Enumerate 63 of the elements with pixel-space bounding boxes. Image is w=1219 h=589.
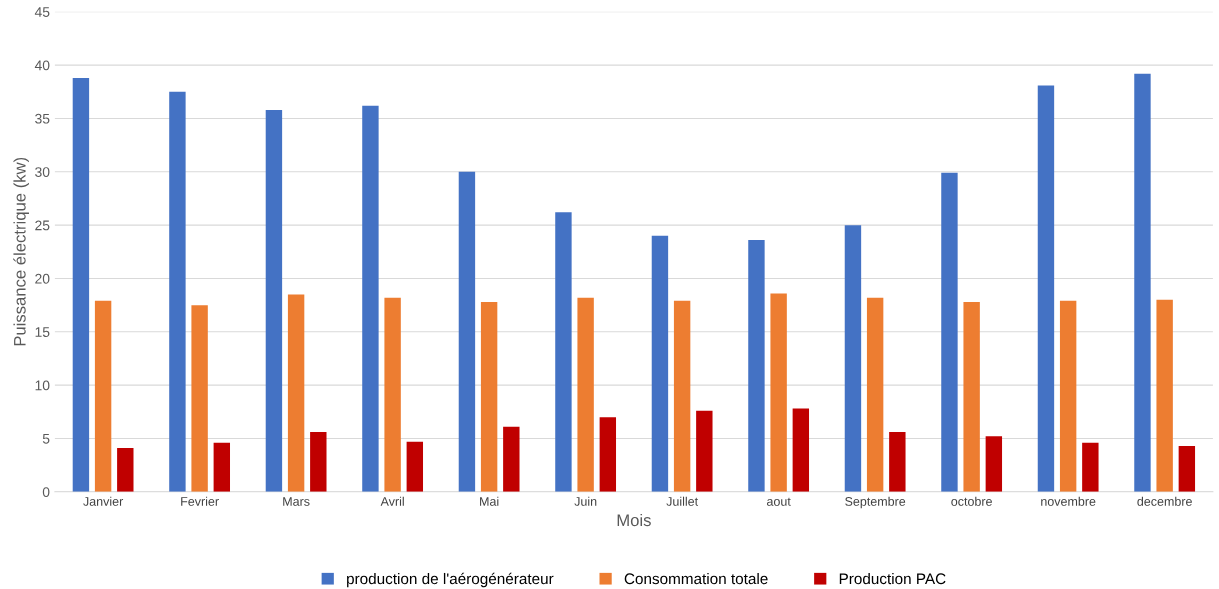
bar bbox=[72, 77, 90, 492]
bar bbox=[844, 225, 862, 492]
bar bbox=[94, 300, 112, 492]
y-tick-label: 5 bbox=[42, 433, 50, 444]
bar bbox=[117, 448, 134, 492]
bar bbox=[792, 408, 810, 492]
x-tick-label: decembre bbox=[1137, 496, 1192, 506]
x-tick-label: Janvier bbox=[83, 496, 124, 506]
bar bbox=[480, 301, 498, 492]
bar bbox=[191, 305, 208, 492]
bar bbox=[941, 172, 958, 492]
bar bbox=[651, 235, 669, 492]
legend-label: production de l'aérogénérateur bbox=[347, 572, 554, 588]
y-tick-label: 25 bbox=[35, 220, 50, 231]
x-tick-label: Septembre bbox=[845, 496, 906, 509]
y-tick-label: 0 bbox=[42, 487, 50, 497]
y-tick-label: 35 bbox=[35, 113, 50, 124]
x-tick-label: Avril bbox=[380, 496, 404, 506]
bar bbox=[362, 105, 379, 492]
bar bbox=[1178, 445, 1196, 492]
bar bbox=[458, 171, 476, 492]
bar bbox=[1059, 300, 1077, 492]
bar bbox=[599, 417, 617, 492]
bar bbox=[770, 293, 787, 492]
bar bbox=[748, 240, 765, 492]
y-axis-title: Puissance électrique (kw) bbox=[13, 157, 29, 346]
bar bbox=[866, 297, 884, 492]
bar bbox=[1134, 73, 1151, 492]
x-tick-label: Mars bbox=[283, 497, 310, 506]
bar bbox=[577, 297, 594, 492]
y-tick-label: 15 bbox=[35, 327, 50, 337]
bar bbox=[310, 432, 327, 492]
x-tick-label: novembre bbox=[1041, 496, 1096, 506]
bar bbox=[673, 300, 691, 492]
bar bbox=[889, 432, 906, 492]
y-tick-label: 30 bbox=[35, 167, 50, 177]
bar bbox=[985, 436, 1003, 492]
y-tick-label: 20 bbox=[35, 273, 50, 284]
bar bbox=[384, 297, 401, 492]
y-tick-label: 10 bbox=[35, 380, 50, 391]
bar bbox=[287, 294, 305, 492]
legend-label: Consommation totale bbox=[624, 572, 768, 585]
bar bbox=[169, 91, 186, 492]
bar bbox=[696, 410, 713, 492]
bar bbox=[213, 442, 231, 492]
bar bbox=[503, 426, 520, 492]
bar bbox=[555, 212, 572, 492]
x-tick-label: octobre bbox=[951, 496, 992, 506]
bar bbox=[1156, 299, 1173, 492]
y-tick-label: 45 bbox=[34, 7, 50, 17]
bar bbox=[406, 441, 424, 492]
x-tick-label: Fevrier bbox=[181, 496, 219, 506]
bar bbox=[963, 301, 980, 492]
x-tick-label: aout bbox=[767, 497, 791, 506]
bar bbox=[265, 109, 283, 492]
y-tick-label: 40 bbox=[34, 60, 50, 71]
x-tick-label: Juin bbox=[574, 496, 597, 506]
bar bbox=[1082, 442, 1099, 492]
bar bbox=[1037, 85, 1055, 492]
x-axis-title: Mois bbox=[617, 513, 651, 527]
x-tick-label: Juillet bbox=[666, 496, 699, 506]
legend-label: Production PAC bbox=[839, 572, 946, 585]
x-tick-label: Mai bbox=[480, 496, 499, 506]
